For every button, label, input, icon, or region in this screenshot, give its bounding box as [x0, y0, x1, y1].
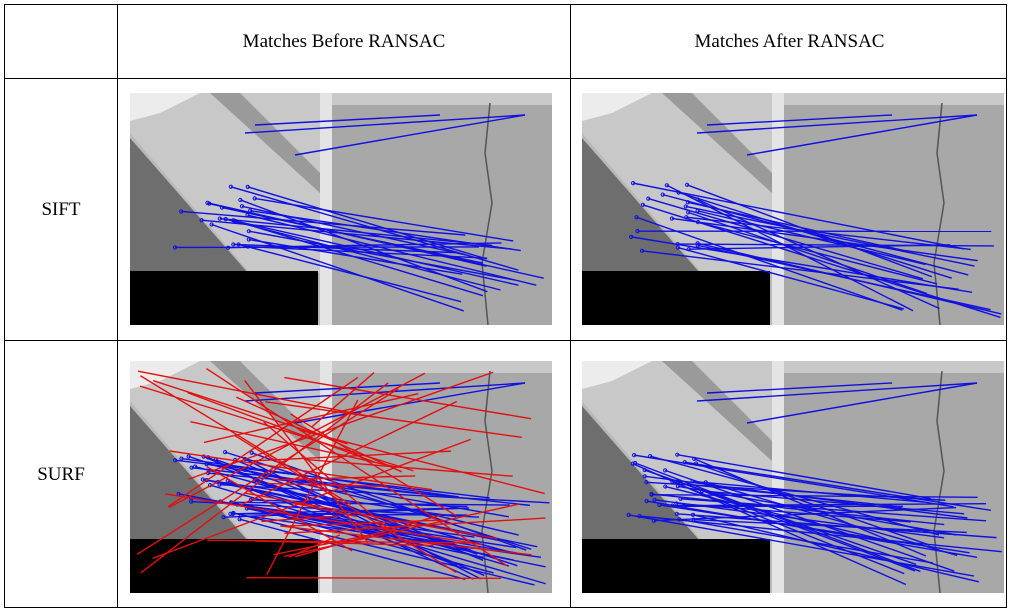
- row-label: SURF: [5, 341, 117, 609]
- outlier-line: [247, 578, 502, 579]
- column-header: Matches After RANSAC: [571, 5, 1008, 78]
- concrete: [320, 93, 552, 325]
- row-label: SIFT: [5, 79, 117, 340]
- row-divider: [5, 78, 1006, 79]
- joint: [784, 93, 1004, 105]
- mask: [582, 271, 770, 325]
- mask: [130, 271, 318, 325]
- mask: [130, 539, 318, 593]
- concrete: [772, 93, 1004, 325]
- match-image: [582, 93, 1004, 325]
- row-divider: [5, 340, 1006, 341]
- column-divider: [117, 5, 118, 607]
- mask: [582, 539, 770, 593]
- joint: [332, 361, 552, 373]
- column-divider: [570, 5, 571, 607]
- match-image: [130, 361, 552, 593]
- joint: [332, 93, 552, 105]
- column-header: Matches Before RANSAC: [118, 5, 570, 78]
- joint: [784, 361, 1004, 373]
- match-image: [130, 93, 552, 325]
- match-image: [582, 361, 1004, 593]
